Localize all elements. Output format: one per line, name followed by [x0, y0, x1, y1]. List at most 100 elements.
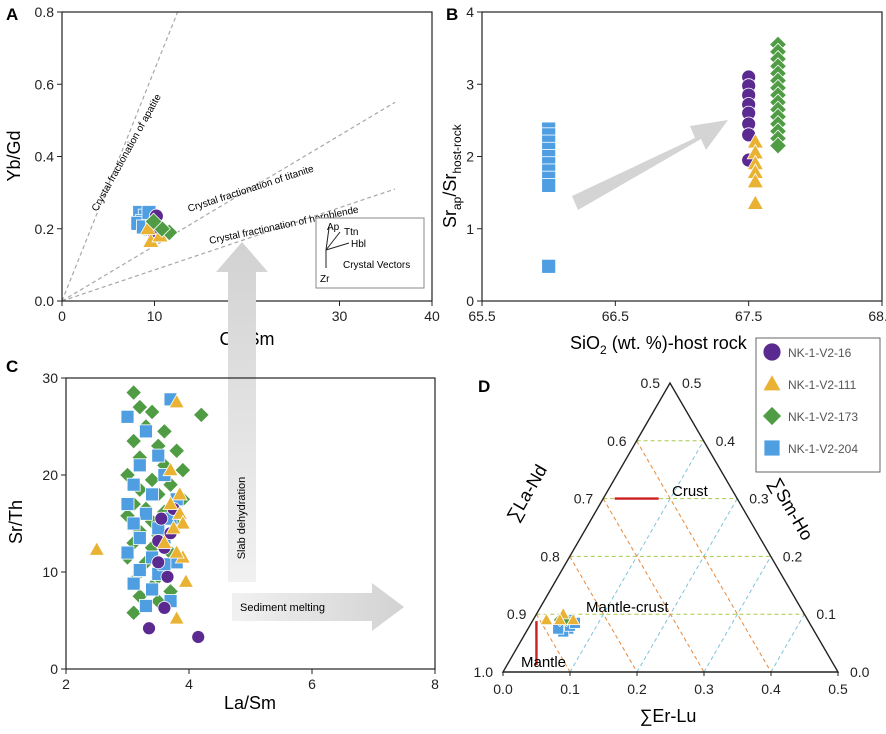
data-point	[133, 532, 146, 545]
y-tick-label: 20	[42, 467, 58, 483]
trend-label-apatite: Crystal fractionation of apatite	[90, 92, 164, 213]
data-point	[139, 507, 152, 520]
right-tick-label: 0.1	[816, 606, 836, 622]
data-point	[161, 570, 174, 583]
bottom-tick-label: 0.2	[627, 681, 647, 697]
legend-marker-square	[764, 440, 780, 456]
data-point	[157, 424, 173, 440]
data-point	[169, 611, 184, 624]
data-point	[121, 546, 134, 559]
panel-label-b: B	[446, 5, 458, 24]
panel-b-trend-arrow	[572, 120, 728, 210]
left-tick-label: 0.7	[574, 491, 594, 507]
panel-a-ylabel: Yb/Gd	[4, 130, 24, 181]
legend-label: NK-1-V2-204	[788, 442, 858, 456]
data-point	[127, 577, 140, 590]
slab-dehydration-arrow: Slab dehydration	[216, 242, 268, 582]
data-point	[178, 574, 193, 587]
field-label-mantle: Mantle	[521, 654, 566, 671]
left-tick-label: 0.6	[607, 433, 627, 449]
data-point	[126, 385, 142, 401]
left-tick-label: 1.0	[474, 664, 494, 680]
data-point	[143, 622, 156, 635]
data-point	[139, 425, 152, 438]
data-point	[169, 443, 185, 459]
trend-label-titanite: Crystal fractionation of titanite	[187, 164, 316, 215]
x-tick-label: 10	[147, 308, 163, 324]
data-point	[158, 601, 171, 614]
panel-b-ticks: 65.566.567.568.501234	[466, 4, 886, 324]
y-tick-label: 0.0	[35, 293, 55, 309]
vector-ttn-label: Ttn	[344, 227, 358, 238]
y-tick-label: 0	[466, 293, 474, 309]
y-tick-label: 10	[42, 564, 58, 580]
panel-a-chart: Crystal fractionation of apatite Crystal…	[4, 4, 440, 349]
grid-line-land	[603, 499, 704, 672]
data-point	[146, 488, 159, 501]
data-point	[146, 583, 159, 596]
sediment-melting-label: Sediment melting	[240, 602, 325, 614]
data-point	[127, 517, 140, 530]
vector-ap-label: Ap	[327, 222, 340, 233]
bottom-tick-label: 0.4	[761, 681, 781, 697]
x-tick-label: 66.5	[602, 308, 629, 324]
y-tick-label: 2	[466, 149, 474, 165]
ternary-bottom-axis-label: ∑Er-Lu	[640, 706, 697, 726]
bottom-tick-label: 0.1	[560, 681, 580, 697]
panel-c-chart: Slab dehydration Sediment melting 2 4 6 8 0 1…	[6, 242, 439, 713]
y-tick-label: 0	[50, 661, 58, 677]
data-point	[155, 512, 168, 525]
x-tick-label: 40	[424, 308, 440, 324]
x-tick-label: 30	[332, 308, 348, 324]
y-tick-label: 0.4	[35, 149, 55, 165]
inset-title: Crystal Vectors	[343, 260, 410, 271]
panel-d-grid	[536, 441, 804, 672]
vector-hbl-label: Hbl	[351, 239, 366, 250]
left-tick-label: 0.5	[641, 375, 661, 391]
data-point	[540, 613, 553, 624]
y-tick-label: 4	[466, 4, 474, 20]
data-point	[747, 195, 763, 209]
slab-dehydration-label: Slab dehydration	[236, 477, 248, 560]
x-tick-label: 4	[185, 676, 193, 692]
panel-label-c: C	[6, 357, 18, 376]
y-tick-label: 3	[466, 76, 474, 92]
panel-b-chart: 65.566.567.568.501234 SiO2 (wt. %)-host …	[440, 4, 886, 357]
data-point	[133, 459, 146, 472]
left-tick-label: 0.9	[507, 606, 527, 622]
bottom-tick-label: 0.0	[493, 681, 513, 697]
data-point	[121, 498, 134, 511]
crystal-vectors-inset: Ap Ttn Hbl Zr Crystal Vectors	[316, 218, 424, 288]
panel-b-xlabel: SiO2 (wt. %)-host rock	[570, 333, 748, 357]
grid-line-erlu	[637, 499, 737, 672]
data-point	[542, 259, 556, 273]
ternary-left-axis-label: ∑La-Nd	[503, 461, 551, 525]
x-tick-label: 68.5	[868, 308, 886, 324]
x-tick-label: 8	[431, 676, 439, 692]
x-tick-label: 2	[62, 676, 70, 692]
right-tick-label: 0.2	[783, 548, 803, 564]
data-point	[139, 599, 152, 612]
right-tick-label: 0.0	[850, 664, 870, 680]
panel-c-points	[89, 385, 209, 644]
right-tick-label: 0.5	[682, 375, 702, 391]
panel-a-points	[131, 205, 178, 247]
right-tick-label: 0.4	[716, 433, 736, 449]
panel-d-points	[540, 608, 580, 637]
data-point	[89, 542, 104, 555]
data-point	[133, 564, 146, 577]
legend-marker-circle	[763, 343, 781, 361]
data-point	[542, 178, 556, 192]
bottom-tick-label: 0.3	[694, 681, 714, 697]
data-point	[152, 556, 165, 569]
bottom-tick-label: 0.5	[828, 681, 848, 697]
y-tick-label: 30	[42, 370, 58, 386]
x-tick-label: 6	[308, 676, 316, 692]
y-tick-label: 0.6	[35, 76, 55, 92]
data-point	[194, 407, 210, 423]
data-point	[152, 449, 165, 462]
panel-label-a: A	[6, 5, 18, 24]
